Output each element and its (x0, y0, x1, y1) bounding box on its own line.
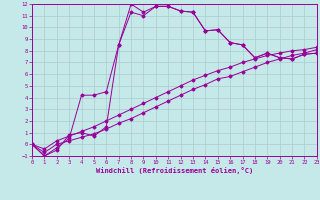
X-axis label: Windchill (Refroidissement éolien,°C): Windchill (Refroidissement éolien,°C) (96, 167, 253, 174)
